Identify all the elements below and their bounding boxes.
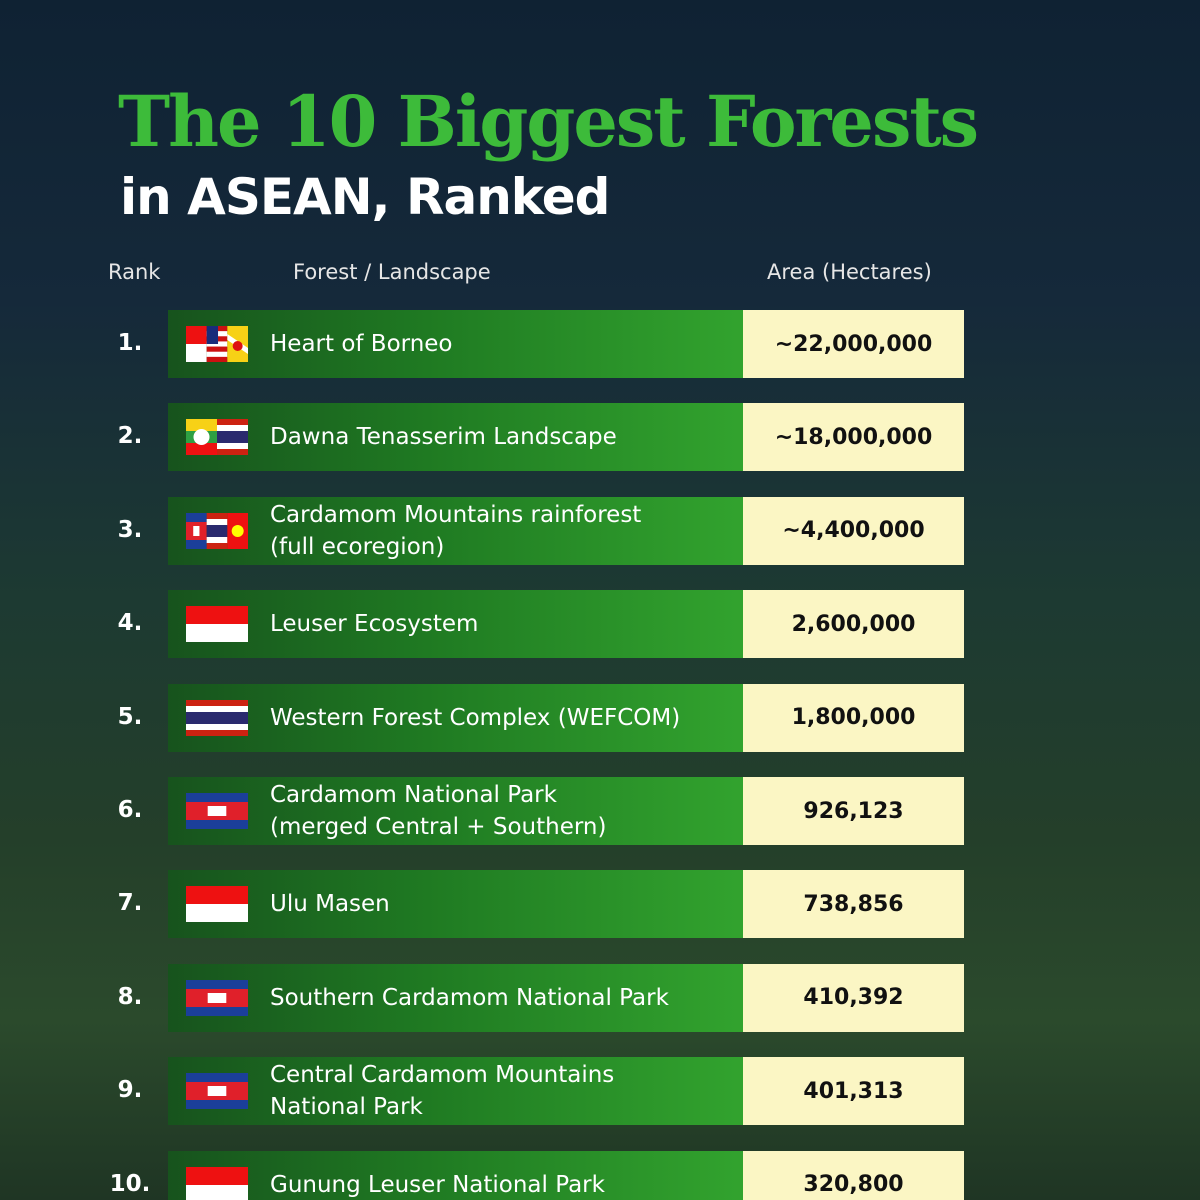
forest-name: Dawna Tenasserim Landscape	[270, 403, 740, 471]
name-line: (merged Central + Southern)	[270, 814, 607, 840]
rank: 10.	[109, 1170, 151, 1197]
forest-name: Heart of Borneo	[270, 310, 740, 378]
row-bar	[168, 683, 743, 752]
name-line: Cardamom Mountains rainforest	[270, 501, 642, 528]
forest-name: Western Forest Complex (WEFCOM)	[270, 684, 740, 752]
area-value: 2,600,000	[743, 590, 964, 659]
flag	[186, 512, 248, 549]
name-line: Cardamom National Park	[270, 782, 557, 808]
flag	[186, 1073, 248, 1110]
forest-name: Gunung Leuser National Park	[270, 1151, 740, 1200]
rank: 8.	[117, 983, 143, 1010]
flag	[186, 979, 248, 1016]
column-header: Rank	[108, 260, 161, 284]
rank: 2.	[117, 423, 143, 450]
flag	[186, 326, 248, 362]
rank: 3.	[117, 516, 143, 543]
forest-name: Ulu Masen	[270, 870, 740, 938]
flag	[186, 606, 248, 643]
area-value: 401,313	[743, 1057, 964, 1126]
row-bar	[168, 870, 743, 939]
name-line: Heart of Borneo	[270, 331, 453, 357]
name-line: (full ecoregion)	[270, 533, 445, 560]
name-line: Central Cardamom Mountains	[270, 1062, 615, 1089]
name-line: Southern Cardamom National Park	[270, 984, 669, 1011]
name-line: Gunung Leuser National Park	[270, 1171, 605, 1198]
title: The 10 Biggest Forests	[118, 80, 979, 163]
forest-name: Southern Cardamom National Park	[270, 964, 740, 1032]
row-bar	[168, 310, 743, 378]
flag	[186, 1166, 248, 1200]
name-line: Dawna Tenasserim Landscape	[270, 424, 617, 451]
area-value: 410,392	[743, 963, 964, 1032]
subtitle: in ASEAN, Ranked	[120, 168, 610, 226]
area-value: 320,800	[743, 1150, 964, 1200]
area-value: ~22,000,000	[743, 310, 964, 378]
rank: 9.	[117, 1077, 143, 1104]
forest-name: Cardamom National Park (merged Central + …	[270, 777, 740, 845]
area-value: 738,856	[743, 870, 964, 939]
flag	[186, 886, 248, 923]
rank: 4.	[117, 610, 143, 637]
name-line: Leuser Ecosystem	[270, 611, 479, 638]
flag	[186, 419, 248, 456]
row-bar	[168, 963, 743, 1032]
row-bar	[168, 496, 743, 565]
area-value: 1,800,000	[743, 683, 964, 752]
name-line: Western Forest Complex (WEFCOM)	[270, 704, 681, 731]
forest-name: Leuser Ecosystem	[270, 590, 740, 658]
area-value: 926,123	[743, 777, 964, 845]
flag	[186, 793, 248, 829]
row-bar	[168, 777, 743, 845]
row-bar	[168, 590, 743, 659]
rank: 5.	[117, 703, 143, 730]
area-value: ~4,400,000	[743, 496, 964, 565]
flag	[186, 699, 248, 736]
forest-name: Cardamom Mountains rainforest (full ecore…	[270, 497, 740, 565]
rank: 1.	[117, 330, 143, 356]
column-header: Forest / Landscape	[293, 260, 491, 284]
name-line: Ulu Masen	[270, 891, 390, 918]
column-header: Area (Hectares)	[767, 260, 932, 284]
area-value: ~18,000,000	[743, 403, 964, 472]
row-bar	[168, 1150, 743, 1200]
row-bar	[168, 1057, 743, 1126]
rank: 7.	[117, 890, 143, 917]
name-line: National Park	[270, 1094, 423, 1121]
forest-name: Central Cardamom Mountains National Park	[270, 1057, 740, 1125]
row-bar	[168, 403, 743, 472]
rank: 6.	[117, 797, 143, 823]
